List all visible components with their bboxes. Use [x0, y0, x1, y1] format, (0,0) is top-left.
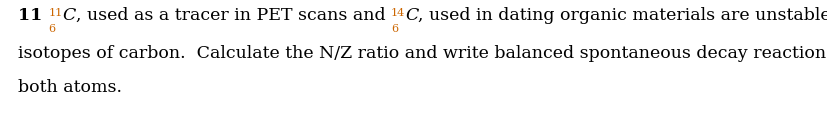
Text: , used in dating organic materials are unstable: , used in dating organic materials are u…: [418, 7, 827, 24]
Text: both atoms.: both atoms.: [18, 79, 122, 96]
Text: 14: 14: [391, 8, 405, 18]
Text: 6: 6: [391, 24, 398, 33]
Text: isotopes of carbon.  Calculate the N/Z ratio and write balanced spontaneous deca: isotopes of carbon. Calculate the N/Z ra…: [18, 45, 827, 62]
Text: C: C: [63, 7, 76, 24]
Text: , used as a tracer in PET scans and: , used as a tracer in PET scans and: [76, 7, 391, 24]
Text: 11: 11: [18, 7, 48, 24]
Text: 11: 11: [48, 8, 63, 18]
Text: 6: 6: [48, 24, 55, 33]
Text: C: C: [405, 7, 418, 24]
